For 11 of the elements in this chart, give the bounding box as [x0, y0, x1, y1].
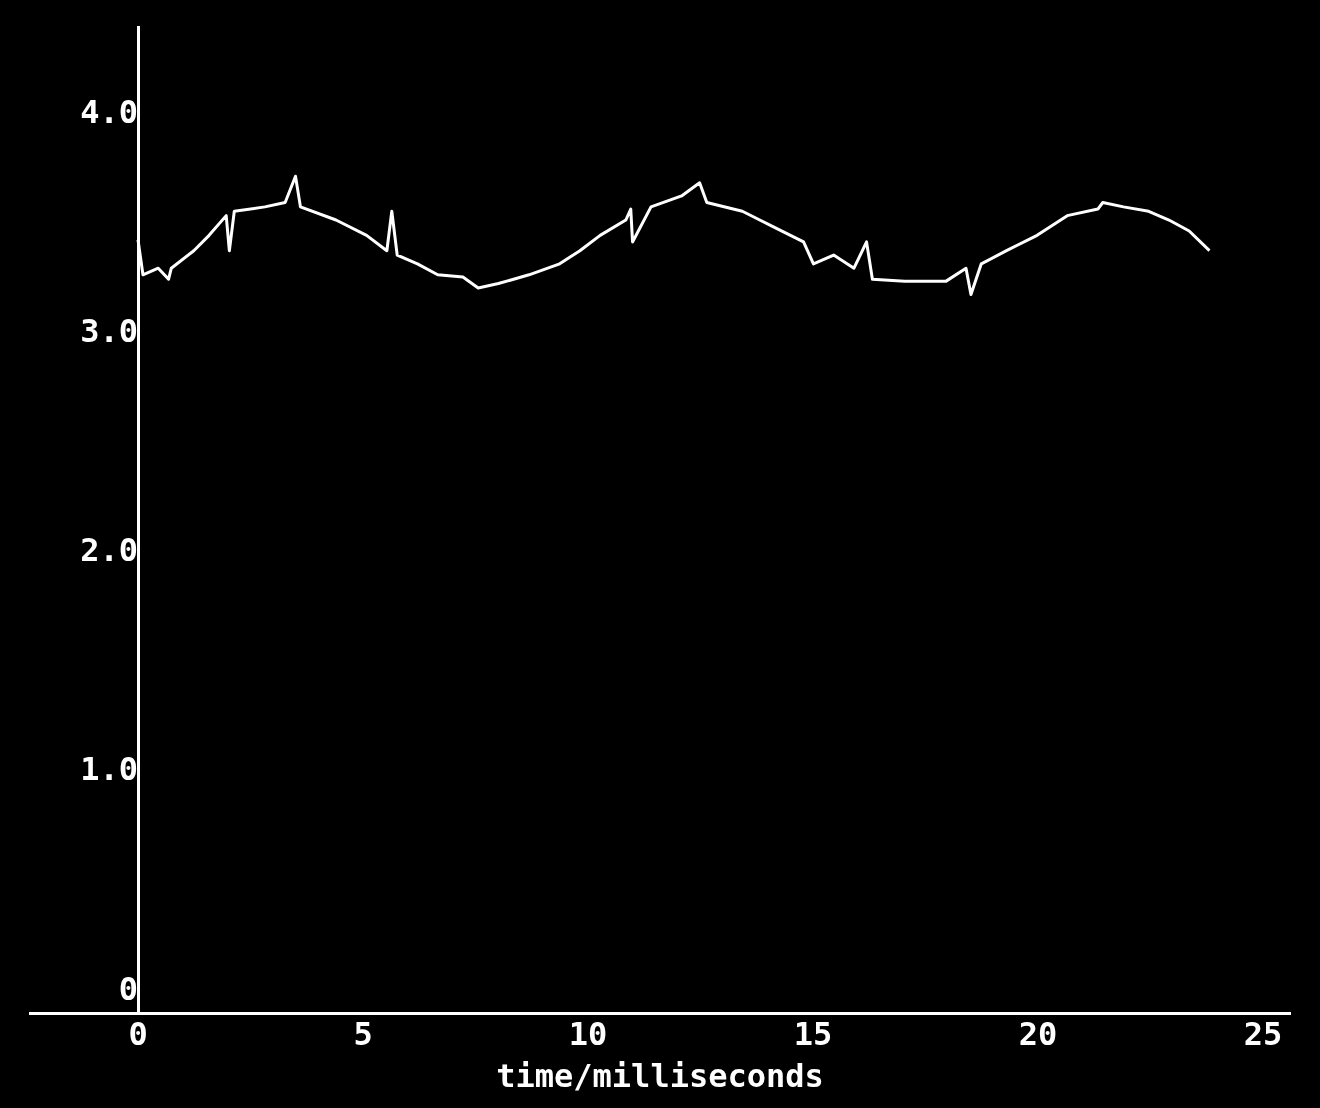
y-tick-label: 2.0 — [80, 531, 138, 570]
y-tick-label: 4.0 — [80, 93, 138, 132]
y-tick-label: 3.0 — [80, 312, 138, 351]
y-tick-label: 0 — [118, 969, 138, 1008]
x-tick-label: 10 — [568, 1014, 608, 1053]
x-tick-label: 20 — [1018, 1014, 1058, 1053]
x-tick-label: 25 — [1243, 1014, 1283, 1053]
y-tick-label: 1.0 — [80, 750, 138, 789]
x-tick-label: 5 — [353, 1014, 373, 1053]
x-axis-title: time/milliseconds — [496, 1057, 824, 1096]
x-tick-label: 15 — [793, 1014, 833, 1053]
